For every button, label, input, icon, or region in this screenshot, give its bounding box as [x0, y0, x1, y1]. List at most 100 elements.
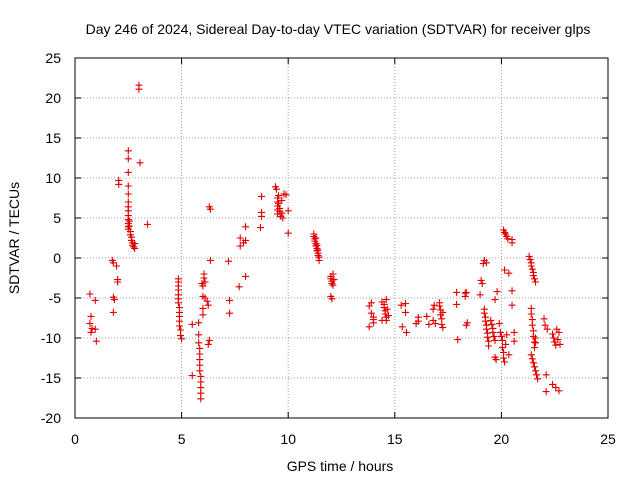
data-point [543, 325, 551, 333]
data-point [195, 331, 203, 339]
data-point [380, 304, 388, 312]
data-point [401, 308, 409, 316]
data-point [508, 287, 516, 295]
data-point [367, 309, 375, 317]
data-point [504, 235, 512, 243]
data-point [478, 280, 486, 288]
data-point [491, 296, 499, 304]
data-point [275, 192, 283, 200]
data-point [199, 282, 207, 290]
data-point [275, 200, 283, 208]
data-point [313, 241, 321, 249]
data-point [383, 305, 391, 313]
data-point [174, 299, 182, 307]
data-point [508, 239, 516, 247]
data-point [314, 246, 322, 254]
data-point [438, 320, 446, 328]
y-tick-label: 25 [45, 50, 61, 66]
data-point [199, 304, 207, 312]
data-point [206, 256, 214, 264]
y-axis-label: SDTVAR / TECUs [6, 182, 22, 294]
plot-frame [74, 57, 609, 419]
data-point [484, 333, 492, 341]
data-point [462, 288, 470, 296]
data-point [175, 322, 183, 330]
data-point [109, 259, 117, 267]
data-point [315, 256, 323, 264]
data-point [201, 278, 209, 286]
data-point [505, 269, 513, 277]
data-point [284, 229, 292, 237]
data-point [510, 328, 518, 336]
data-point [367, 299, 375, 307]
data-point [125, 222, 133, 230]
data-point [236, 242, 244, 250]
data-point [329, 270, 337, 278]
data-point [528, 355, 536, 363]
data-point [414, 317, 422, 325]
data-point [330, 276, 338, 284]
data-point [115, 180, 123, 188]
data-point [479, 260, 487, 268]
data-point [500, 354, 508, 362]
data-point [492, 356, 500, 364]
data-point [177, 332, 185, 340]
data-point [258, 192, 266, 200]
data-point [549, 330, 557, 338]
data-point [113, 262, 121, 270]
data-point [501, 228, 509, 236]
data-point [278, 209, 286, 217]
data-point [532, 339, 540, 347]
data-point [530, 275, 538, 283]
data-point [527, 310, 535, 318]
data-point [178, 335, 186, 343]
data-point [135, 85, 143, 93]
data-point [124, 182, 132, 190]
data-point [496, 328, 504, 336]
data-point [114, 278, 122, 286]
data-point [454, 336, 462, 344]
data-point [124, 155, 132, 163]
data-point [226, 309, 234, 317]
data-point [439, 308, 447, 316]
data-point [463, 319, 471, 327]
data-point [439, 324, 447, 332]
data-point [502, 340, 510, 348]
y-tick-label: -15 [41, 370, 61, 386]
x-tick-label: 15 [387, 431, 403, 447]
data-point [197, 395, 205, 403]
data-point [242, 272, 250, 280]
x-axis-label: GPS time / hours [287, 458, 394, 474]
data-point [480, 309, 488, 317]
data-point [91, 296, 99, 304]
data-point [482, 325, 490, 333]
data-point [481, 317, 489, 325]
data-point [196, 367, 204, 375]
data-point [278, 196, 286, 204]
data-point [87, 328, 95, 336]
data-point [384, 312, 392, 320]
data-point [549, 380, 557, 388]
data-point [501, 358, 509, 366]
data-point [87, 312, 95, 320]
data-point [556, 340, 564, 348]
data-point [555, 387, 563, 395]
y-tick-label: -20 [41, 410, 61, 426]
data-point [92, 337, 100, 345]
data-point [503, 331, 511, 339]
data-point [430, 301, 438, 309]
data-point [542, 388, 550, 396]
data-point [532, 278, 540, 286]
data-point [143, 220, 151, 228]
data-point [258, 208, 266, 216]
data-point [401, 300, 409, 308]
data-point [204, 301, 212, 309]
data-point [225, 257, 233, 265]
x-tick-label: 20 [494, 431, 510, 447]
y-tick-label: 15 [45, 130, 61, 146]
data-point [436, 302, 444, 310]
data-point [403, 328, 411, 336]
x-tick-label: 25 [600, 431, 616, 447]
